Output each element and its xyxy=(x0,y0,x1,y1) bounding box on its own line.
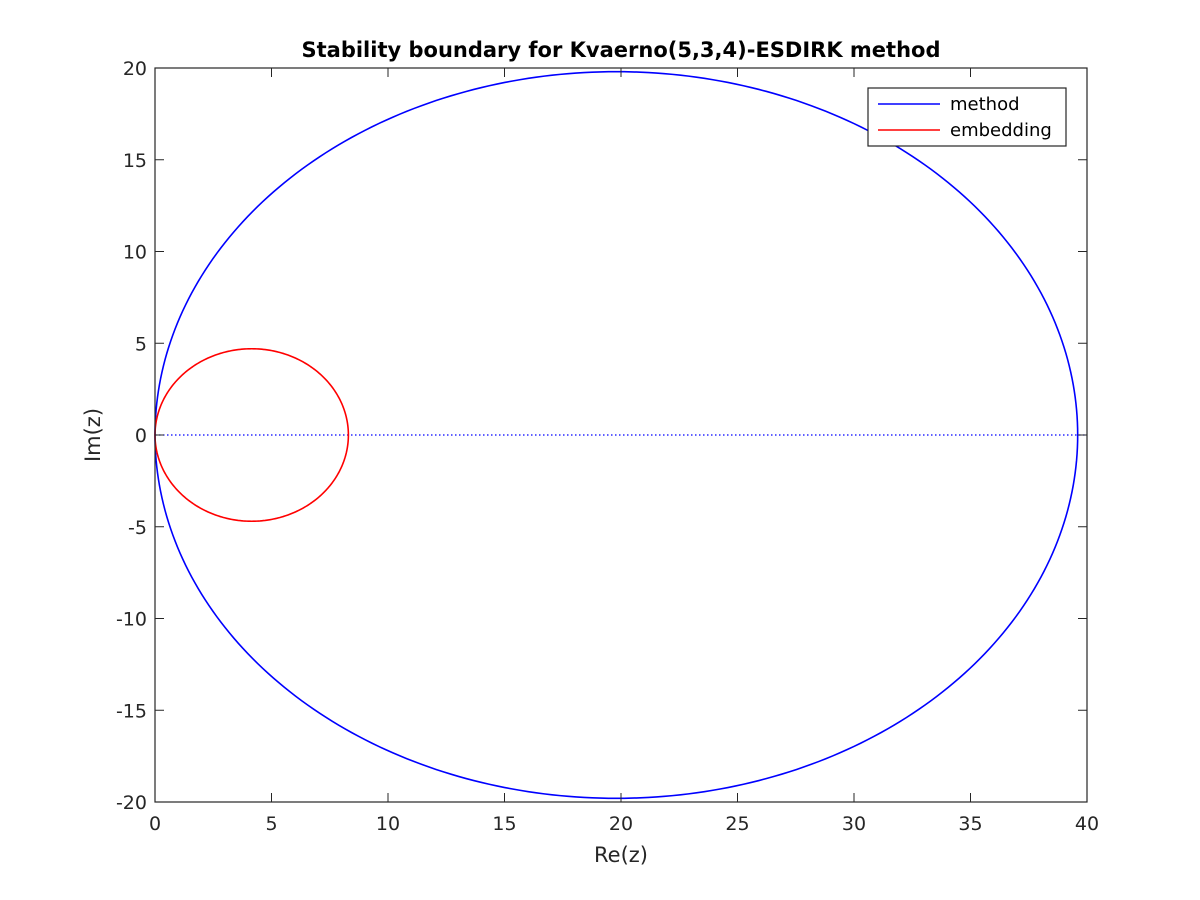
x-tick-label: 25 xyxy=(725,813,749,835)
legend-box xyxy=(867,87,1067,147)
legend-label-embedding: embedding xyxy=(950,120,1052,141)
y-tick-label: 20 xyxy=(123,58,147,80)
chart-title: Stability boundary for Kvaerno(5,3,4)-ES… xyxy=(301,38,940,62)
legend-label-method: method xyxy=(950,94,1020,115)
y-tick-label: 5 xyxy=(135,333,147,355)
y-axis-label: Im(z) xyxy=(81,408,105,462)
series-line-embedding xyxy=(154,347,350,523)
x-tick-label: 40 xyxy=(1075,813,1099,835)
y-tick-label: -10 xyxy=(116,609,147,631)
y-tick-label: 0 xyxy=(135,425,147,447)
y-tick-label: 15 xyxy=(123,150,147,172)
legend: method embedding xyxy=(867,87,1067,147)
x-tick-label: 15 xyxy=(492,813,516,835)
series-line-method xyxy=(154,70,1079,800)
y-tick-label: 10 xyxy=(123,242,147,264)
y-tick-label: -20 xyxy=(116,792,147,814)
x-tick-label: 5 xyxy=(265,813,277,835)
x-tick-label: 20 xyxy=(609,813,633,835)
series-layer xyxy=(154,70,1079,800)
y-ticks: -20 -15 -10 -5 0 5 10 15 20 xyxy=(116,58,1087,814)
x-axis-label: Re(z) xyxy=(594,843,648,867)
x-tick-label: 35 xyxy=(958,813,982,835)
x-tick-label: 0 xyxy=(149,813,161,835)
x-tick-label: 30 xyxy=(842,813,866,835)
x-tick-label: 10 xyxy=(376,813,400,835)
y-tick-label: -15 xyxy=(116,700,147,722)
y-tick-label: -5 xyxy=(128,517,147,539)
x-ticks: 0 5 10 15 20 25 30 35 40 xyxy=(149,68,1099,835)
